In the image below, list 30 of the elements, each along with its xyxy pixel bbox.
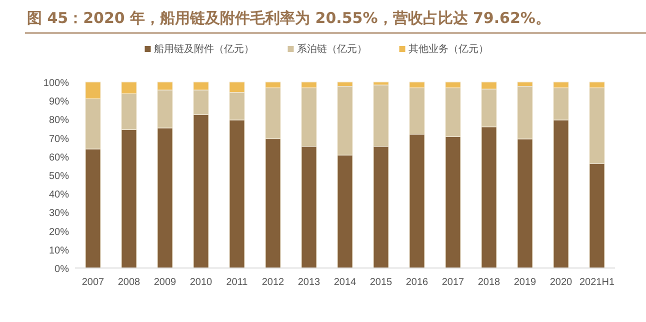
x-tick-label: 2013 (298, 277, 321, 288)
x-tick-label: 2014 (334, 277, 357, 288)
y-tick-label: 100% (43, 78, 70, 89)
x-tick-label: 2012 (262, 277, 285, 288)
legend-label: 其他业务（亿元） (408, 43, 488, 55)
y-tick-label: 20% (48, 226, 70, 238)
x-tick-label: 2019 (514, 277, 537, 288)
y-tick-label: 10% (48, 245, 70, 256)
y-tick-label: 80% (48, 115, 70, 126)
y-tick-label: 50% (48, 171, 70, 182)
x-tick-label: 2016 (406, 277, 429, 288)
legend-label: 船用链及附件（亿元） (154, 43, 254, 55)
x-tick-label: 2010 (190, 277, 213, 288)
x-tick-label: 2015 (370, 277, 393, 288)
x-tick-label: 2018 (478, 277, 501, 288)
x-tick-label: 2011 (226, 277, 248, 288)
y-tick-label: 0% (54, 264, 70, 275)
y-tick-label: 30% (48, 208, 70, 220)
x-tick-label: 2021H1 (579, 277, 615, 288)
y-tick-label: 40% (48, 190, 70, 201)
y-tick-label: 60% (48, 152, 70, 164)
x-tick-label: 2007 (82, 277, 105, 288)
y-tick-label: 90% (48, 96, 70, 108)
chart-title: 图 45：2020 年，船用链及附件毛利率为 20.55%，营收占比达 79.62%。 (27, 9, 550, 27)
y-tick-label: 70% (48, 134, 70, 145)
legend-label: 系泊链（亿元） (296, 43, 367, 55)
x-tick-label: 2009 (154, 277, 177, 288)
x-tick-label: 2008 (118, 277, 141, 288)
x-tick-label: 2017 (442, 277, 465, 288)
x-tick-label: 2020 (550, 277, 573, 288)
